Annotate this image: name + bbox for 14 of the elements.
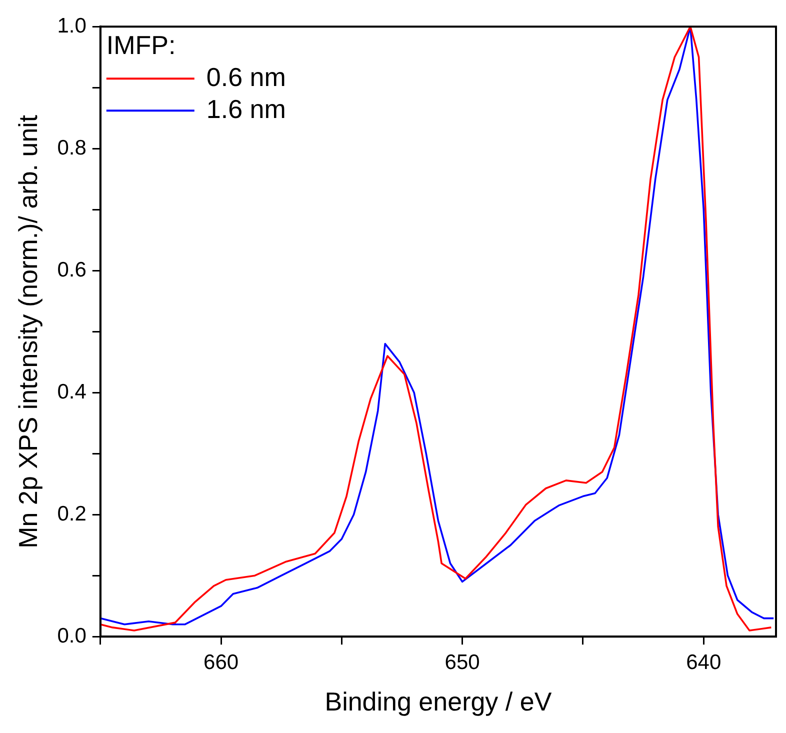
y-tick-label: 0.2 <box>57 502 86 526</box>
legend-label: 1.6 nm <box>206 94 286 124</box>
y-tick-label: 0.8 <box>57 136 86 160</box>
legend-title: IMFP: <box>106 30 176 60</box>
y-tick-label: 0.4 <box>57 380 87 404</box>
y-axis-title: Mn 2p XPS intensity (norm.)/ arb. unit <box>12 114 43 548</box>
x-tick-label: 640 <box>686 650 722 674</box>
y-tick-label: 0.0 <box>57 624 86 648</box>
x-tick-label: 660 <box>204 650 239 674</box>
x-axis-title: Binding energy / eV <box>324 686 552 717</box>
legend-label: 0.6 nm <box>206 62 286 92</box>
x-tick-label: 650 <box>444 650 480 674</box>
y-tick-label: 1.0 <box>57 14 86 38</box>
y-tick-label: 0.6 <box>57 258 86 282</box>
